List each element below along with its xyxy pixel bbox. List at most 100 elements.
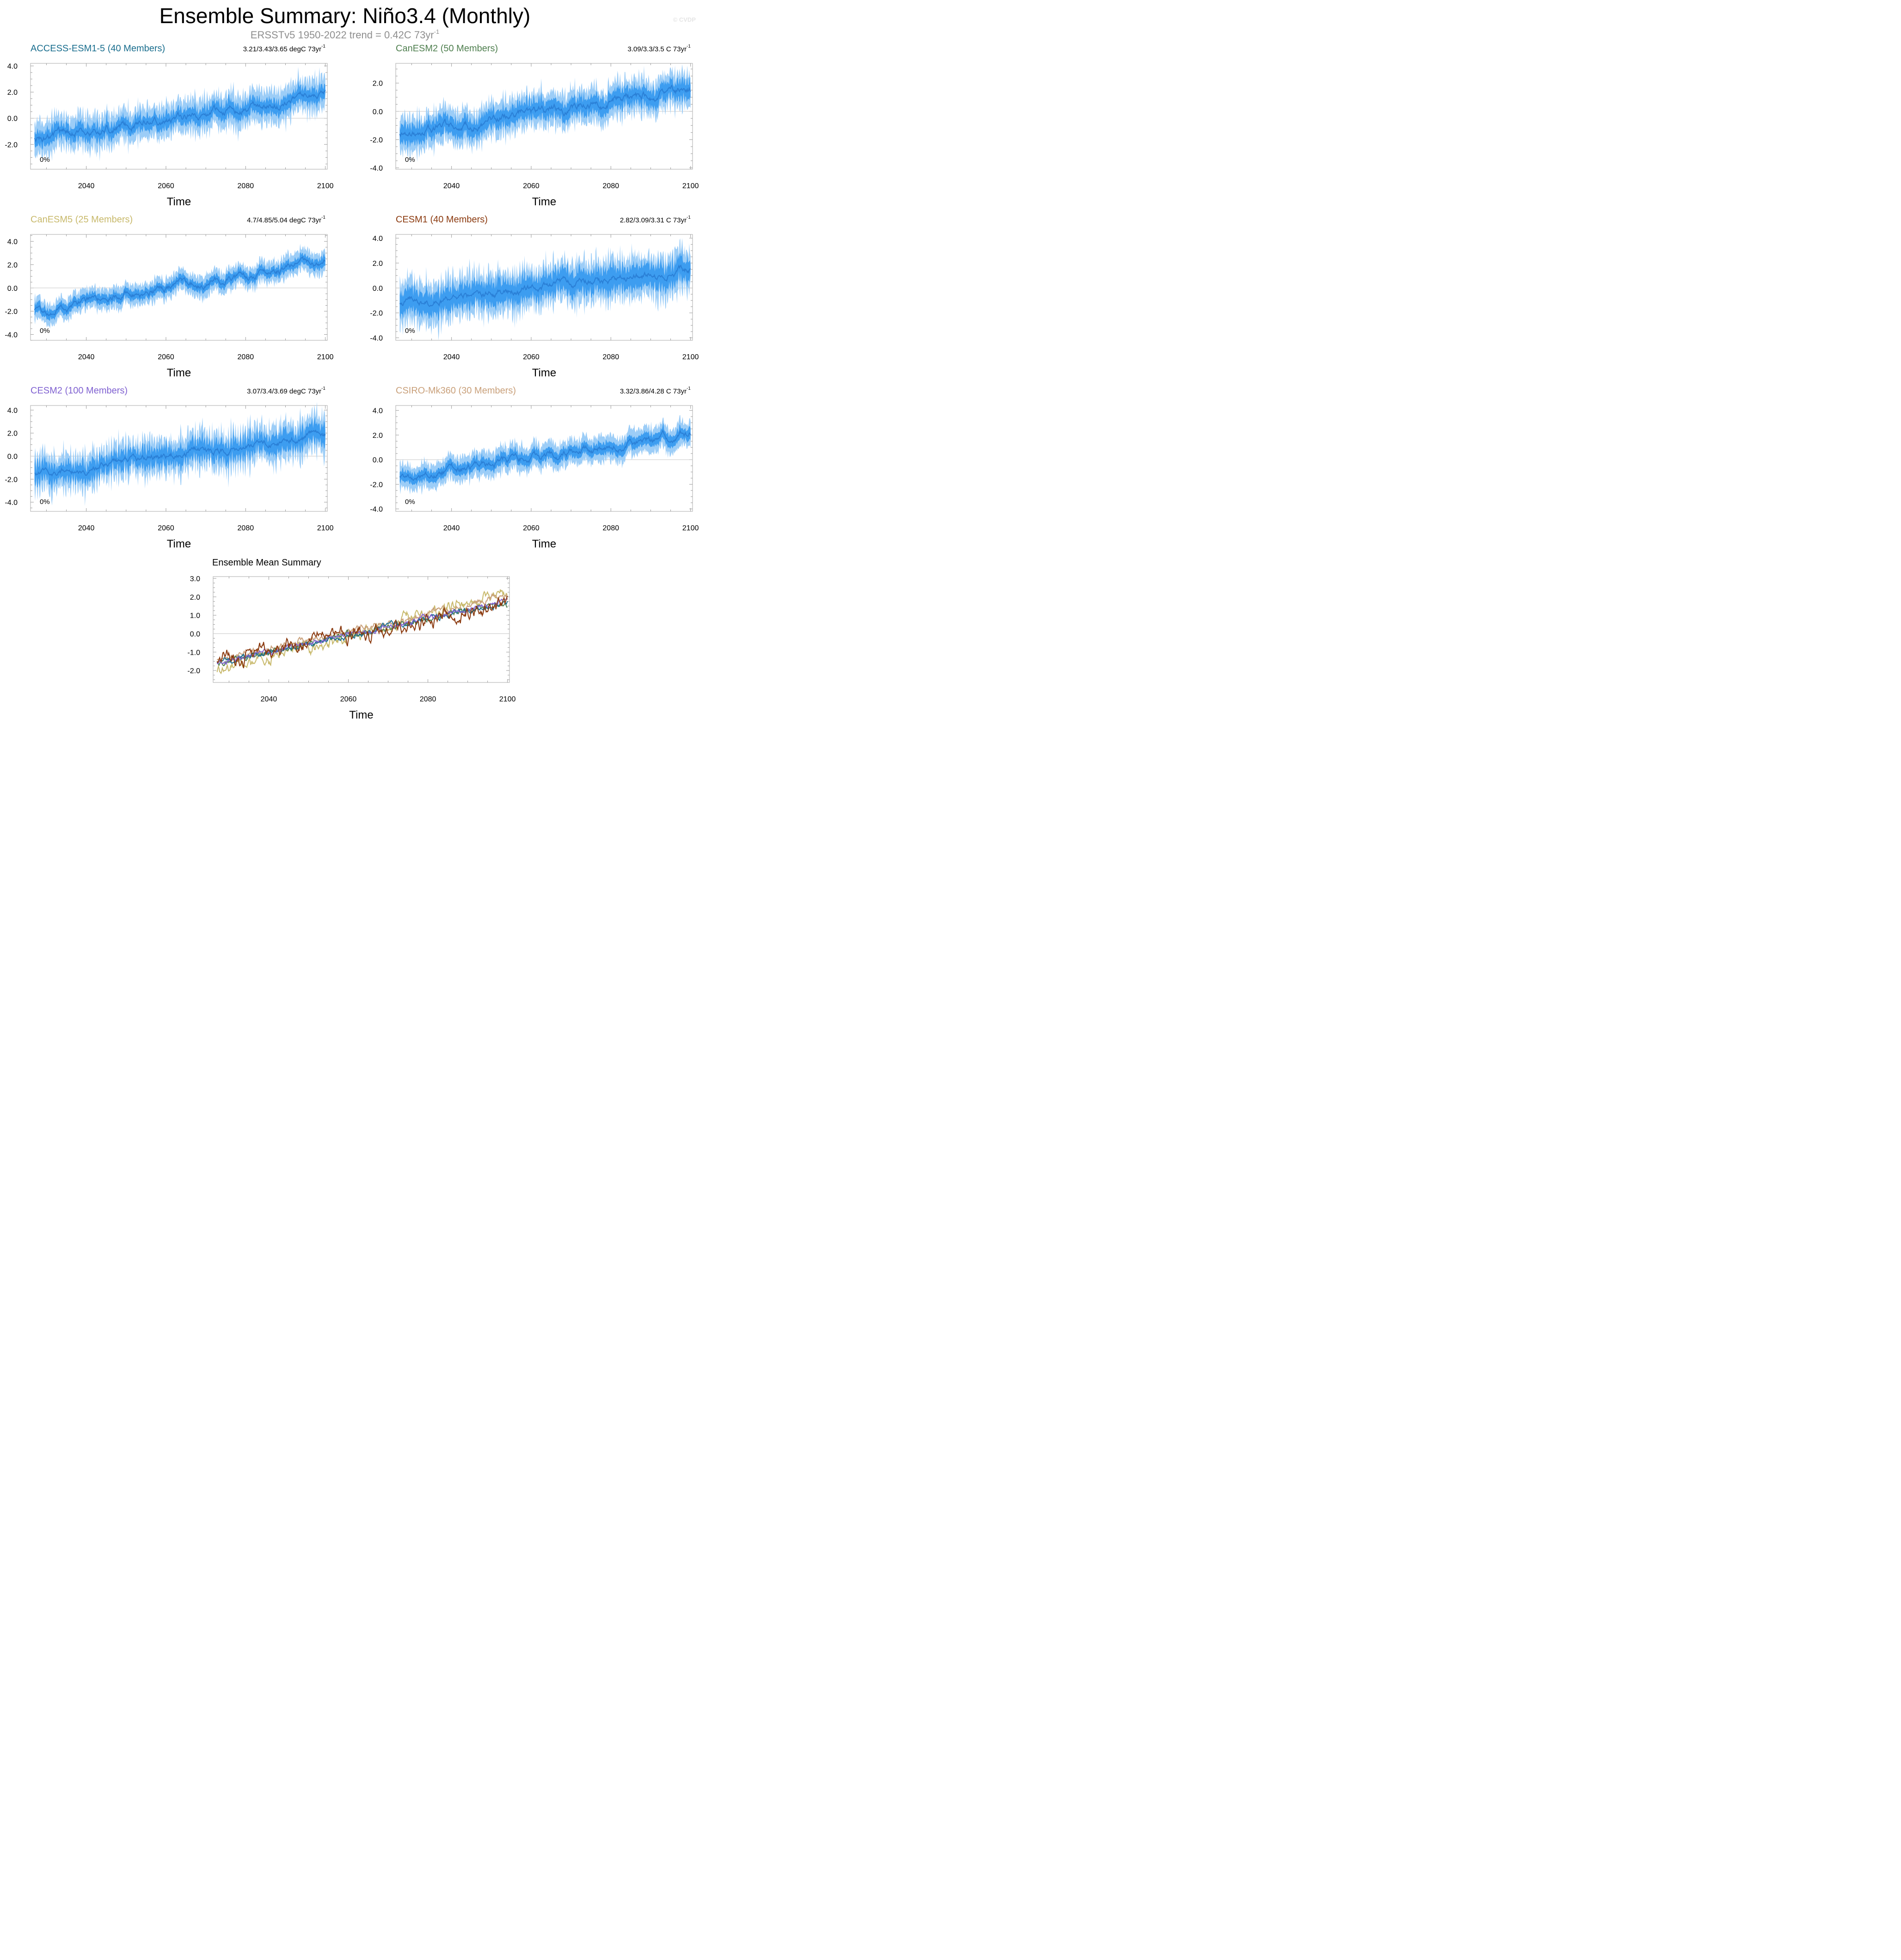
x-tick-label: 2100 bbox=[499, 695, 516, 703]
x-tick-label: 2040 bbox=[78, 524, 95, 532]
trend-annotation: 3.32/3.86/4.28 C 73yr-1 bbox=[620, 386, 691, 395]
x-tick-label: 2060 bbox=[523, 182, 540, 190]
x-tick-label: 2080 bbox=[238, 524, 254, 532]
percent-label: 0% bbox=[405, 498, 415, 506]
x-tick-label: 2100 bbox=[682, 353, 699, 361]
inner-spread-band bbox=[399, 250, 691, 322]
trend-annotation-text: 3.32/3.86/4.28 C 73yr bbox=[620, 387, 687, 395]
ensemble-mean-line bbox=[34, 256, 326, 316]
x-tick-label: 2080 bbox=[238, 182, 254, 190]
y-tick-label: 4.0 bbox=[7, 407, 18, 415]
trend-annotation-text: 3.21/3.43/3.65 degC 73yr bbox=[243, 45, 321, 53]
trend-annotation-sup: -1 bbox=[321, 44, 325, 49]
trend-annotation: 3.09/3.3/3.5 C 73yr-1 bbox=[628, 44, 691, 53]
trend-annotation-sup: -1 bbox=[687, 386, 691, 391]
figure-subtitle-text: ERSSTv5 1950-2022 trend = 0.42C 73yr bbox=[251, 29, 434, 41]
plot-frame bbox=[213, 576, 510, 683]
ensemble-panel-5: -4.0 -2.0 0.0 2.0 4.0 2040 2060 2080 2100 Time CSI… bbox=[370, 386, 699, 550]
y-tick-label: 2.0 bbox=[7, 89, 18, 97]
x-tick-label: 2060 bbox=[158, 524, 174, 532]
x-tick-label: 2080 bbox=[420, 695, 436, 703]
y-tick-label: 2.0 bbox=[373, 80, 383, 88]
x-tick-label: 2060 bbox=[523, 524, 540, 532]
ensemble-mean-summary-panel: -2.0 -1.0 0.0 1.0 2.0 3.0 2040 2060 2080 2100 Time… bbox=[187, 558, 515, 721]
y-tick-label: -2.0 bbox=[5, 141, 18, 149]
percent-label: 0% bbox=[40, 156, 50, 164]
y-tick-label: 4.0 bbox=[373, 407, 383, 415]
x-tick-label: 2100 bbox=[317, 182, 334, 190]
trend-annotation-sup: -1 bbox=[687, 44, 691, 49]
trend-annotation: 2.82/3.09/3.31 C 73yr-1 bbox=[620, 215, 691, 224]
y-tick-label: 3.0 bbox=[190, 575, 200, 583]
x-tick-label: 2100 bbox=[682, 182, 699, 190]
x-tick-label: 2100 bbox=[317, 353, 334, 361]
x-tick-label: 2080 bbox=[603, 524, 619, 532]
trend-annotation-text: 4.7/4.85/5.04 degC 73yr bbox=[247, 216, 321, 224]
x-tick-label: 2100 bbox=[682, 524, 699, 532]
x-tick-label: 2080 bbox=[603, 182, 619, 190]
x-tick-label: 2040 bbox=[443, 353, 460, 361]
ensemble-mean-line bbox=[399, 264, 691, 307]
y-tick-label: 0.0 bbox=[373, 456, 383, 464]
x-axis-label: Time bbox=[167, 196, 191, 208]
x-axis-label: Time bbox=[532, 538, 556, 550]
y-tick-label: 2.0 bbox=[190, 594, 200, 602]
y-tick-label: 4.0 bbox=[7, 238, 18, 246]
ensemble-panel-4: -4.0 -2.0 0.0 2.0 4.0 2040 2060 2080 2100 Time CES… bbox=[5, 386, 333, 550]
ensemble-panel-3: -4.0 -2.0 0.0 2.0 4.0 2040 2060 2080 2100 Time CES… bbox=[370, 215, 699, 379]
ensemble-mean-line bbox=[399, 84, 691, 138]
x-axis-label: Time bbox=[167, 538, 191, 550]
trend-annotation: 3.07/3.4/3.69 degC 73yr-1 bbox=[247, 386, 325, 395]
ensemble-panel-1: -4.0 -2.0 0.0 2.0 2040 2060 2080 2100 Time CanESM… bbox=[370, 43, 699, 208]
ensemble-mean-line bbox=[34, 429, 326, 477]
x-tick-label: 2060 bbox=[340, 695, 357, 703]
y-tick-label: -2.0 bbox=[370, 310, 383, 318]
y-tick-label: -2.0 bbox=[187, 667, 200, 675]
y-tick-label: 2.0 bbox=[7, 430, 18, 438]
x-tick-label: 2060 bbox=[158, 182, 174, 190]
panels-layer: -2.0 0.0 2.0 4.0 2040 2060 2080 2100 Time ACCESS-… bbox=[5, 43, 699, 721]
x-tick-label: 2040 bbox=[261, 695, 277, 703]
percent-label: 0% bbox=[405, 156, 415, 164]
y-tick-label: 2.0 bbox=[7, 261, 18, 269]
x-tick-label: 2080 bbox=[603, 353, 619, 361]
y-tick-label: -4.0 bbox=[370, 165, 383, 172]
ensemble-summary-figure: Ensemble Summary: Niño3.4 (Monthly) ERSS… bbox=[5, 4, 699, 721]
watermark: © CVDP bbox=[673, 16, 696, 23]
ensemble-mean-line bbox=[34, 90, 326, 143]
x-tick-label: 2060 bbox=[523, 353, 540, 361]
y-tick-label: 2.0 bbox=[373, 260, 383, 268]
percent-label: 0% bbox=[405, 327, 415, 335]
y-tick-label: 4.0 bbox=[373, 235, 383, 243]
trend-annotation-text: 2.82/3.09/3.31 C 73yr bbox=[620, 216, 687, 224]
y-tick-label: -1.0 bbox=[187, 649, 200, 657]
trend-annotation-sup: -1 bbox=[687, 215, 691, 220]
x-tick-label: 2040 bbox=[78, 182, 95, 190]
panel-title: CanESM2 (50 Members) bbox=[396, 43, 498, 54]
ensemble-mean-line bbox=[399, 429, 691, 481]
figure-subtitle: ERSSTv5 1950-2022 trend = 0.42C 73yr-1 bbox=[251, 28, 439, 41]
x-tick-label: 2100 bbox=[317, 524, 334, 532]
y-tick-label: 4.0 bbox=[7, 63, 18, 71]
y-tick-label: -4.0 bbox=[370, 506, 383, 514]
x-axis-label: Time bbox=[532, 367, 556, 379]
x-tick-label: 2040 bbox=[78, 353, 95, 361]
y-tick-label: 0.0 bbox=[190, 630, 200, 638]
inner-spread-band bbox=[34, 416, 325, 492]
y-tick-label: 0.0 bbox=[7, 285, 18, 293]
panel-title: ACCESS-ESM1-5 (40 Members) bbox=[31, 43, 165, 54]
ensemble-panel-0: -2.0 0.0 2.0 4.0 2040 2060 2080 2100 Time ACCESS-… bbox=[5, 43, 333, 208]
y-tick-label: -4.0 bbox=[5, 499, 18, 507]
trend-annotation-sup: -1 bbox=[321, 215, 325, 220]
outer-spread-band bbox=[34, 244, 325, 329]
y-tick-label: 0.0 bbox=[373, 108, 383, 116]
panel-title: CESM2 (100 Members) bbox=[31, 386, 128, 396]
y-tick-label: -4.0 bbox=[5, 331, 18, 339]
x-tick-label: 2080 bbox=[238, 353, 254, 361]
x-axis-label: Time bbox=[349, 709, 373, 721]
figure-subtitle-sup: -1 bbox=[434, 28, 440, 35]
figure-title: Ensemble Summary: Niño3.4 (Monthly) bbox=[159, 4, 531, 28]
trend-annotation-text: 3.09/3.3/3.5 C 73yr bbox=[628, 45, 687, 53]
y-tick-label: 0.0 bbox=[7, 453, 18, 461]
x-tick-label: 2040 bbox=[443, 524, 460, 532]
